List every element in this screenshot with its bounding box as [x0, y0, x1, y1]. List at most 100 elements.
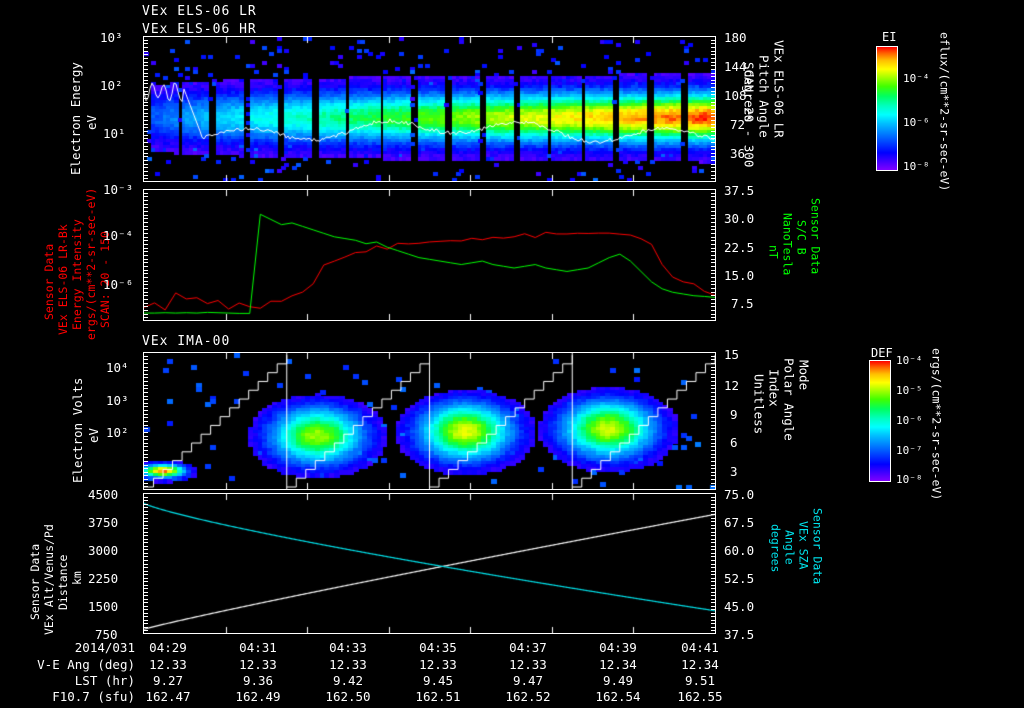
- panel3-minor-tick: [143, 432, 148, 433]
- panel3-minor-tick: [143, 381, 148, 382]
- panel2-minor-tick: [143, 273, 148, 274]
- panel2-ytick-r0: 37.5: [724, 183, 755, 198]
- panel4-minor-tick: [711, 553, 716, 554]
- panel1-minor-tick: [711, 135, 716, 136]
- panel1-minor-tick: [711, 76, 716, 77]
- panel3-minor-tick: [143, 454, 148, 455]
- panel4-minor-tick: [143, 518, 148, 519]
- panel1-minor-tick: [143, 127, 148, 128]
- panel3-minor-tick: [143, 425, 148, 426]
- panel1-minor-tick: [143, 138, 148, 139]
- panel1-ytick-r1: 144: [724, 59, 747, 74]
- panel2-ytick-r4: 7.5: [731, 296, 754, 311]
- panel2-minor-tick: [711, 295, 716, 296]
- panel3-minor-tick: [711, 399, 716, 400]
- panel1-minor-tick: [143, 65, 148, 66]
- footer-cell-lst-1: 9.36: [242, 673, 274, 688]
- footer-cell-f107-5: 162.54: [595, 689, 641, 704]
- panel2-minor-tick: [711, 310, 716, 311]
- panel2-minor-tick: [711, 237, 716, 238]
- panel1-minor-tick: [711, 120, 716, 121]
- panel4-minor-tick: [143, 521, 148, 522]
- panel4-minor-tick: [711, 549, 716, 550]
- panel2-right-label-2: S/C B: [794, 220, 809, 255]
- panel4-ytick-r2: 60.0: [724, 543, 755, 558]
- panel3-minor-tick: [143, 359, 148, 360]
- panel4-minor-tick: [711, 592, 716, 593]
- panel3-ytick-2: 10²: [106, 425, 129, 440]
- panel4-minor-tick: [143, 602, 148, 603]
- panel2-minor-tick: [143, 310, 148, 311]
- panel2-minor-tick: [711, 229, 716, 230]
- panel1-minor-tick: [143, 83, 148, 84]
- panel2-minor-tick: [143, 314, 148, 315]
- panel2-minor-tick: [143, 244, 148, 245]
- panel1-cbtick-0: 10⁻⁴: [903, 72, 930, 85]
- panel1-minor-tick: [143, 120, 148, 121]
- panel2-minor-tick: [143, 229, 148, 230]
- panel4-ytick-r3: 52.5: [724, 571, 755, 586]
- panel1-minor-tick: [711, 164, 716, 165]
- panel3-minor-tick: [143, 475, 148, 476]
- panel4-minor-tick: [143, 630, 148, 631]
- panel4-minor-tick: [143, 609, 148, 610]
- panel1-colorbar-title: EI: [882, 30, 897, 44]
- panel4-ytick-r1: 67.5: [724, 515, 755, 530]
- panel4-plot-area[interactable]: [143, 493, 716, 634]
- panel3-minor-tick: [143, 414, 148, 415]
- panel2-left-label-2: VEx ELS-06 LR-Bk: [56, 224, 70, 335]
- panel1-minor-tick: [711, 69, 716, 70]
- panel3-title: VEx IMA-00: [142, 334, 231, 349]
- panel1-minor-tick: [711, 131, 716, 132]
- panel1-minor-tick: [143, 91, 148, 92]
- panel2-minor-tick: [143, 222, 148, 223]
- panel3-minor-tick: [143, 479, 148, 480]
- panel2-minor-tick: [711, 233, 716, 234]
- panel1-minor-tick: [711, 153, 716, 154]
- panel4-minor-tick: [711, 581, 716, 582]
- footer-cell-ve-ang-6: 12.34: [681, 657, 719, 672]
- panel3-ytick-r4: 3: [730, 464, 738, 479]
- panel2-minor-tick: [711, 215, 716, 216]
- panel2-minor-tick: [143, 248, 148, 249]
- panel3-cbtick-2: 10⁻⁶: [896, 414, 923, 427]
- panel4-minor-tick: [143, 497, 148, 498]
- panel3-ytick-r3: 6: [730, 435, 738, 450]
- panel2-minor-tick: [143, 306, 148, 307]
- panel3-minor-tick: [711, 486, 716, 487]
- panel2-minor-tick: [711, 299, 716, 300]
- panel4-ytick-r5: 37.5: [724, 627, 755, 642]
- panel1-minor-tick: [711, 73, 716, 74]
- panel2-minor-tick: [143, 270, 148, 271]
- panel1-minor-tick: [143, 62, 148, 63]
- panel4-minor-tick: [711, 521, 716, 522]
- panel2-right-label-1: Sensor Data: [808, 198, 823, 275]
- panel2-minor-tick: [711, 259, 716, 260]
- panel4-minor-tick: [711, 539, 716, 540]
- panel2-minor-tick: [143, 233, 148, 234]
- panel3-minor-tick: [711, 406, 716, 407]
- panel3-minor-tick: [143, 472, 148, 473]
- panel3-minor-tick: [711, 425, 716, 426]
- panel1-minor-tick: [711, 113, 716, 114]
- panel4-minor-tick: [143, 571, 148, 572]
- panel1-right-label-degrees: degrees: [741, 70, 757, 123]
- panel3-minor-tick: [143, 392, 148, 393]
- panel1-minor-tick: [711, 167, 716, 168]
- panel2-minor-tick: [711, 266, 716, 267]
- panel1-plot-area[interactable]: [143, 36, 716, 182]
- panel1-minor-tick: [711, 171, 716, 172]
- panel1-minor-tick: [143, 98, 148, 99]
- panel4-ytick-r4: 45.0: [724, 599, 755, 614]
- panel4-left-label-3: Distance: [56, 554, 70, 610]
- panel2-plot-area[interactable]: [143, 189, 716, 321]
- panel1-minor-tick: [711, 65, 716, 66]
- panel4-ytick-2: 3000: [88, 543, 119, 558]
- panel3-minor-tick: [711, 428, 716, 429]
- panel4-minor-tick: [711, 518, 716, 519]
- panel3-minor-tick: [143, 367, 148, 368]
- panel3-minor-tick: [711, 443, 716, 444]
- panel3-minor-tick: [711, 465, 716, 466]
- panel3-plot-area[interactable]: [143, 352, 716, 490]
